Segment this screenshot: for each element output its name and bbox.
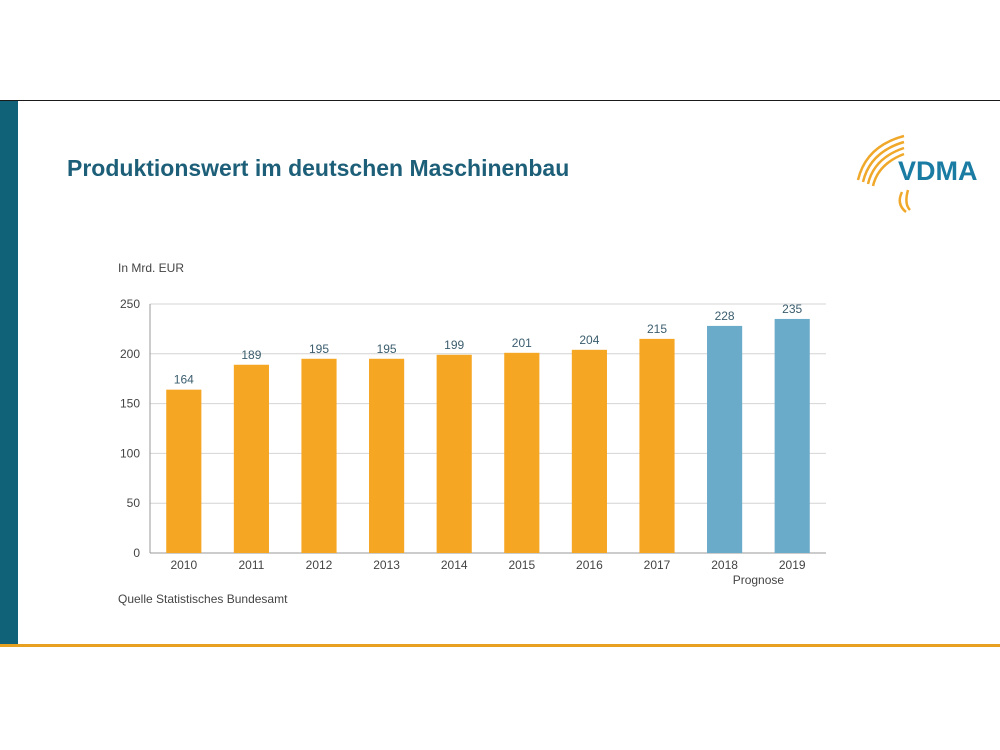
y-tick-label: 250 <box>120 297 140 311</box>
bottom-accent-rule <box>0 644 1000 647</box>
x-tick-label: 2017 <box>644 558 671 572</box>
bar <box>639 338 675 553</box>
left-accent-bar <box>0 101 18 644</box>
x-tick-label: 2014 <box>441 558 468 572</box>
x-tick-label: 2016 <box>576 558 603 572</box>
bar <box>571 349 607 553</box>
y-tick-label: 100 <box>120 446 140 460</box>
bar <box>233 364 269 553</box>
x-tick-label: 2012 <box>306 558 333 572</box>
bar <box>504 352 540 553</box>
data-label: 164 <box>174 373 194 387</box>
y-tick-label: 50 <box>127 496 141 510</box>
top-divider <box>0 100 1000 101</box>
y-tick-label: 0 <box>133 546 140 560</box>
logo-text: VDMA <box>898 156 978 186</box>
data-label: 228 <box>715 309 735 323</box>
x-tick-label: 2011 <box>238 558 264 572</box>
y-axis-unit-label: In Mrd. EUR <box>118 261 185 275</box>
data-label: 195 <box>309 342 329 356</box>
data-label: 201 <box>512 336 532 350</box>
vdma-logo: VDMA <box>852 128 987 218</box>
data-label: 204 <box>579 333 599 347</box>
logo-arcs-icon <box>856 134 911 213</box>
y-tick-label: 150 <box>120 397 140 411</box>
source-note: Quelle Statistisches Bundesamt <box>118 592 288 606</box>
data-label: 195 <box>377 342 397 356</box>
data-label: 215 <box>647 322 667 336</box>
x-tick-label: 2019 <box>779 558 806 572</box>
data-label: 235 <box>782 302 802 316</box>
x-tick-label: 2010 <box>170 558 197 572</box>
x-tick-label: 2013 <box>373 558 400 572</box>
x-tick-label: 2018 <box>711 558 738 572</box>
x-tick-label: 2015 <box>508 558 535 572</box>
bar <box>436 354 472 553</box>
bar <box>166 389 202 553</box>
forecast-label: Prognose <box>733 573 785 587</box>
bar-chart: 0 50 100 150 200 250 164 2010 189 2011 195 2012 195 2… <box>120 297 826 587</box>
bar <box>707 325 743 553</box>
y-tick-label: 200 <box>120 347 140 361</box>
slide-title: Produktionswert im deutschen Maschinenba… <box>67 155 570 181</box>
bar <box>301 358 337 553</box>
bar <box>369 358 405 553</box>
data-label: 189 <box>241 348 261 362</box>
data-label: 199 <box>444 338 464 352</box>
bar <box>774 318 810 553</box>
